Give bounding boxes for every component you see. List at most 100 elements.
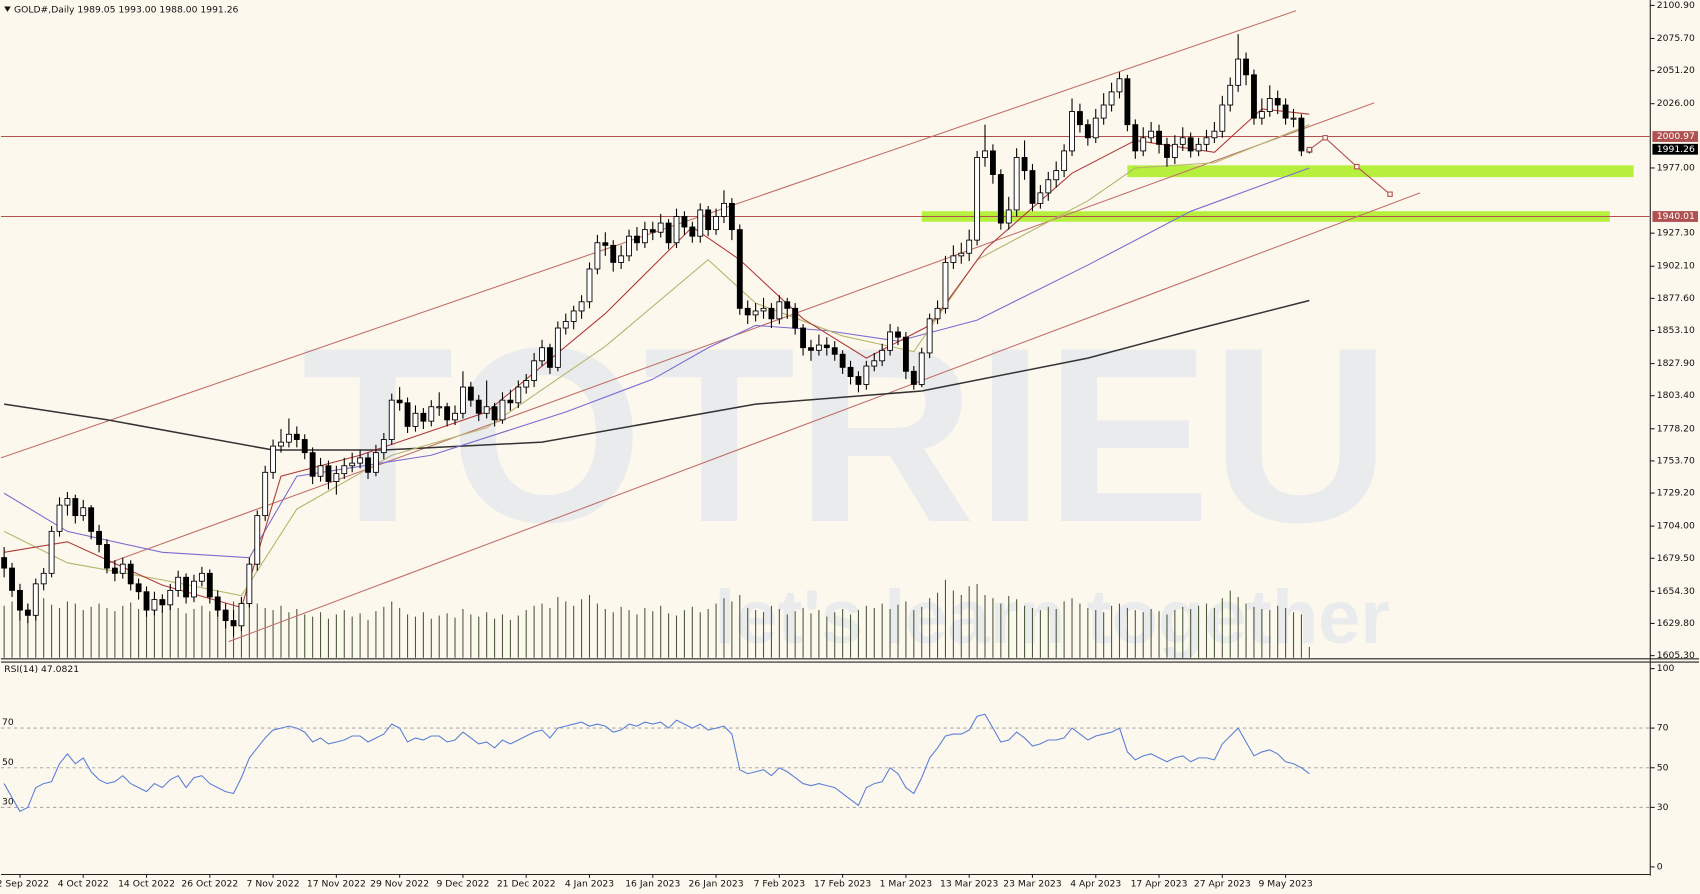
candle-body (855, 376, 862, 385)
candle-body (254, 515, 261, 565)
candle-body (792, 307, 799, 329)
candle-body (736, 229, 743, 309)
candle-body (847, 366, 854, 377)
projection-line (1309, 137, 1391, 195)
candle-body (1108, 91, 1115, 106)
candle-body (515, 386, 522, 404)
candle-body (380, 439, 387, 454)
candle-body (610, 244, 617, 263)
candle-body (974, 157, 981, 241)
x-tick-label: 4 Jan 2023 (565, 879, 614, 890)
candle-body (626, 235, 632, 257)
candle-body (436, 406, 443, 409)
watermark-logo: TOTRIEU (302, 295, 1391, 574)
candle-body (689, 226, 696, 237)
candle-body (96, 530, 102, 545)
candle-body (159, 599, 166, 606)
candle-body (1219, 104, 1226, 132)
candle-body (760, 307, 767, 312)
trendline (228, 192, 1421, 643)
candle-body (578, 301, 585, 312)
x-tick-label: 9 Dec 2022 (436, 879, 489, 890)
candle-body (214, 596, 221, 611)
candle-body (325, 465, 332, 482)
candle-body (333, 473, 340, 482)
rsi-tick-label: 30 (1657, 802, 1669, 813)
candle-body (317, 465, 324, 477)
candle-body (721, 202, 727, 217)
bid-label: 1991.26 (1657, 144, 1695, 155)
chart-header: GOLD#,Daily 1989.05 1993.00 1988.00 1991… (14, 4, 239, 15)
x-tick-label: 22 Sep 2022 (0, 879, 49, 890)
candle-body (586, 268, 593, 303)
x-tick-label: 29 Nov 2022 (370, 879, 429, 890)
trendline (0, 10, 1297, 459)
candle-body (958, 252, 965, 257)
candle-body (301, 439, 308, 454)
moving-average (3, 299, 1310, 451)
y-tick-label: 1877.60 (1657, 293, 1695, 304)
candle-body (1005, 209, 1012, 224)
candle-body (56, 504, 63, 532)
candle-body (491, 406, 498, 421)
candle-body (665, 222, 672, 244)
candle-body (32, 583, 39, 616)
y-tick-label: 1827.90 (1657, 358, 1695, 369)
candle-body (1061, 150, 1068, 172)
candle-body (934, 307, 941, 320)
candle-body (151, 599, 158, 611)
price-label-bg (1652, 211, 1698, 222)
candle-body (768, 307, 775, 320)
candle-body (357, 457, 364, 464)
candle-body (183, 576, 189, 598)
candle-body (823, 344, 830, 349)
candle-body (1053, 170, 1060, 181)
candle-body (365, 457, 371, 473)
candle-body (808, 347, 814, 351)
x-tick-label: 26 Oct 2022 (181, 879, 238, 890)
candle-body (460, 386, 466, 414)
candle-body (1235, 58, 1242, 86)
candle-body (1084, 124, 1091, 139)
x-tick-label: 7 Nov 2022 (247, 879, 300, 890)
candle-body (349, 462, 356, 467)
candle-body (1179, 137, 1186, 145)
y-tick-label: 1605.30 (1657, 650, 1695, 661)
projection-point (1322, 135, 1328, 141)
candle-body (167, 589, 174, 606)
candle-body (1148, 130, 1155, 139)
menu-icon[interactable] (4, 6, 11, 12)
candle-body (412, 412, 419, 427)
candle-body (1171, 143, 1178, 158)
candle-body (111, 567, 118, 574)
candle-body (784, 301, 791, 309)
candle-body (1251, 74, 1257, 119)
candle-body (262, 471, 269, 517)
candle-body (372, 452, 379, 473)
x-tick-label: 17 Feb 2023 (814, 879, 871, 890)
candle-body (942, 261, 949, 309)
candle-body (404, 402, 411, 427)
candle-body (1290, 117, 1297, 120)
x-tick-label: 4 Apr 2023 (1070, 879, 1121, 890)
candle-body (1037, 192, 1044, 204)
candle-body (206, 572, 213, 598)
candle-body (143, 591, 150, 611)
candle-body (815, 344, 822, 351)
x-tick-label: 21 Dec 2022 (497, 879, 556, 890)
y-tick-label: 2075.70 (1657, 33, 1695, 44)
candle-body (222, 609, 229, 622)
y-tick-label: 1679.50 (1657, 553, 1695, 564)
y-tick-label: 1927.30 (1657, 228, 1695, 239)
candle-body (547, 347, 553, 368)
candle-body (507, 399, 514, 404)
candle-body (127, 563, 134, 585)
candle-body (879, 349, 886, 362)
x-tick-label: 1 Mar 2023 (880, 879, 933, 890)
candle-body (270, 445, 277, 473)
candle-body (863, 365, 870, 385)
rsi-left-label: 50 (2, 757, 14, 768)
candle-body (895, 331, 901, 338)
